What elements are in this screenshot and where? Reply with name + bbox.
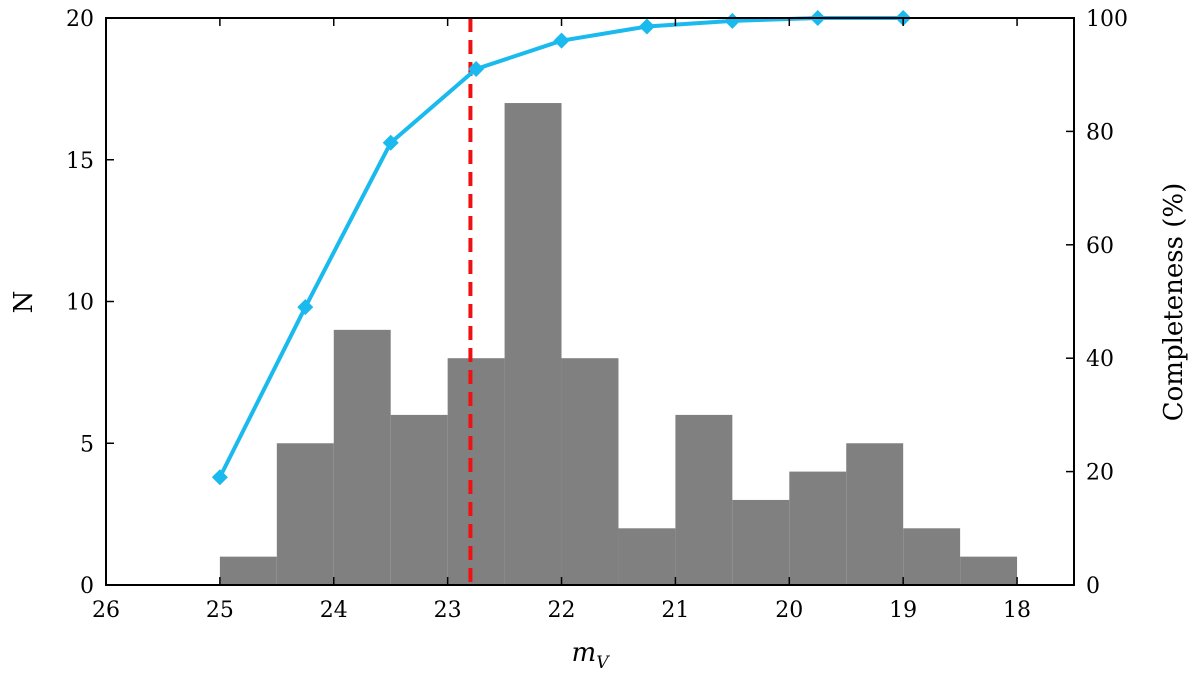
secondary-y-axis-label: Completeness (%) bbox=[1159, 183, 1189, 421]
x-tick-label: 18 bbox=[1003, 598, 1031, 623]
completeness-marker bbox=[638, 18, 655, 35]
x-tick-label: 24 bbox=[320, 598, 348, 623]
histogram-bar bbox=[618, 528, 676, 585]
histogram-bar bbox=[789, 471, 847, 585]
histogram-bar bbox=[447, 358, 505, 585]
y2-tick-label: 40 bbox=[1086, 347, 1114, 372]
y2-tick-label: 80 bbox=[1086, 120, 1114, 145]
completeness-marker bbox=[724, 12, 741, 29]
completeness-marker bbox=[297, 299, 314, 316]
x-tick-label: 21 bbox=[661, 598, 689, 623]
x-tick-label: 22 bbox=[548, 598, 576, 623]
histogram-bar bbox=[846, 443, 904, 585]
y-tick-label: 0 bbox=[80, 574, 94, 599]
histogram-bar bbox=[276, 443, 334, 585]
completeness-marker bbox=[553, 32, 570, 49]
histogram-bar bbox=[561, 358, 619, 585]
y2-tick-label: 20 bbox=[1086, 461, 1114, 486]
axis-ticks: 26 25 24 23 22 21 20 19 18 0 5 10 15 20 0 20 40 60 80 100 bbox=[66, 7, 1128, 623]
y2-tick-label: 0 bbox=[1086, 574, 1100, 599]
x-axis-label-group: mV bbox=[572, 638, 611, 673]
completeness-marker bbox=[468, 61, 485, 78]
histogram-bar bbox=[219, 556, 277, 585]
y-tick-label: 20 bbox=[66, 7, 94, 32]
x-axis-label-subscript: V bbox=[596, 653, 610, 673]
x-tick-label: 26 bbox=[92, 598, 120, 623]
x-axis-label: m bbox=[572, 638, 597, 668]
y-axis-label: N bbox=[9, 291, 39, 314]
y2-tick-label: 60 bbox=[1086, 234, 1114, 259]
histogram-bar bbox=[390, 414, 448, 585]
completeness-marker bbox=[382, 134, 399, 151]
y-tick-label: 15 bbox=[66, 149, 94, 174]
x-tick-label: 23 bbox=[434, 598, 462, 623]
histogram-bar bbox=[675, 414, 733, 585]
histogram-bars bbox=[219, 103, 1018, 586]
x-tick-label: 20 bbox=[775, 598, 803, 623]
y-tick-label: 10 bbox=[66, 291, 94, 316]
x-tick-label: 19 bbox=[889, 598, 917, 623]
y2-tick-label: 100 bbox=[1086, 7, 1128, 32]
histogram-bar bbox=[504, 103, 562, 586]
histogram-bar bbox=[960, 556, 1018, 585]
completeness-marker bbox=[211, 469, 228, 486]
x-tick-label: 25 bbox=[206, 598, 234, 623]
histogram-bar bbox=[732, 499, 790, 585]
histogram-bar bbox=[333, 329, 391, 585]
histogram-bar bbox=[903, 528, 961, 585]
y-tick-label: 5 bbox=[80, 432, 94, 457]
